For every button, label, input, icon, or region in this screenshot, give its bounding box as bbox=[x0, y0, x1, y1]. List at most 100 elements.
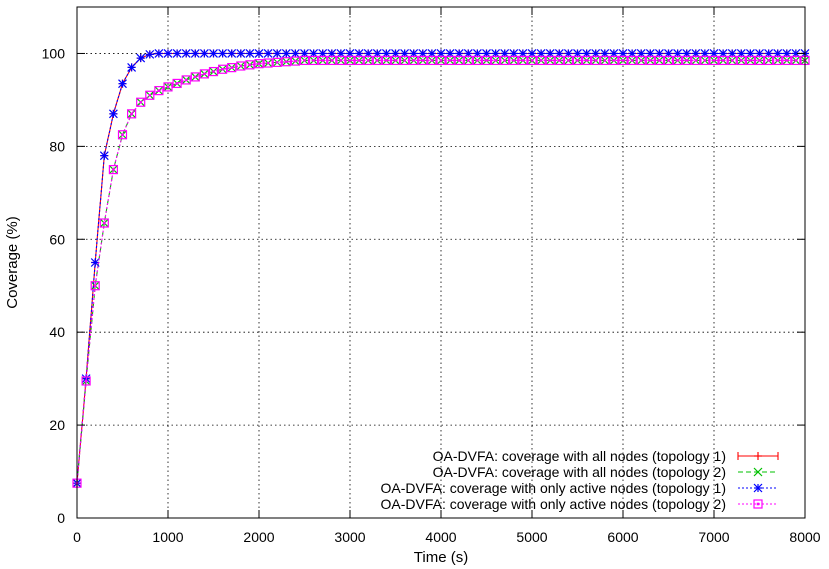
data-point bbox=[409, 55, 419, 66]
data-point bbox=[691, 55, 701, 66]
data-point bbox=[518, 55, 528, 66]
data-point bbox=[554, 55, 564, 66]
data-point bbox=[372, 55, 382, 66]
data-point bbox=[773, 55, 783, 66]
data-point bbox=[281, 57, 291, 67]
data-point bbox=[81, 376, 91, 386]
y-tick-label: 0 bbox=[57, 510, 65, 526]
data-point bbox=[154, 49, 164, 58]
data-point bbox=[209, 49, 218, 58]
data-point bbox=[791, 55, 801, 66]
series-line bbox=[76, 59, 805, 484]
data-point bbox=[199, 49, 209, 58]
data-point bbox=[190, 49, 200, 58]
y-tick-label: 80 bbox=[49, 138, 65, 154]
data-point bbox=[199, 69, 209, 79]
series-2 bbox=[72, 55, 810, 488]
data-point bbox=[108, 109, 118, 119]
x-tick-label: 2000 bbox=[243, 529, 274, 545]
legend-swatch-marker bbox=[753, 499, 763, 509]
data-point bbox=[309, 55, 319, 66]
series-4 bbox=[72, 55, 810, 488]
legend-label: OA-DVFA: coverage with all nodes (topolo… bbox=[433, 464, 726, 480]
data-point bbox=[463, 55, 473, 66]
data-point bbox=[563, 55, 574, 66]
data-point bbox=[491, 55, 501, 66]
data-point bbox=[318, 55, 328, 66]
x-tick-label: 5000 bbox=[516, 529, 547, 545]
data-point bbox=[145, 49, 155, 59]
data-point bbox=[245, 60, 255, 70]
series-layer bbox=[72, 49, 810, 488]
data-point bbox=[208, 66, 219, 77]
data-point bbox=[290, 56, 300, 66]
y-axis-title: Coverage (%) bbox=[4, 216, 21, 309]
data-point bbox=[500, 55, 510, 66]
x-tick-label: 1000 bbox=[152, 529, 183, 545]
x-tick-label: 6000 bbox=[607, 529, 638, 545]
data-point bbox=[108, 164, 119, 175]
x-axis-title: Time (s) bbox=[414, 549, 468, 566]
data-point bbox=[400, 55, 410, 66]
data-point bbox=[218, 49, 228, 58]
data-point bbox=[181, 75, 191, 85]
data-point bbox=[181, 49, 191, 58]
data-point bbox=[609, 55, 619, 66]
data-point bbox=[172, 78, 182, 89]
data-point bbox=[236, 61, 246, 71]
data-point bbox=[727, 55, 737, 66]
data-point bbox=[254, 59, 264, 69]
data-point bbox=[427, 55, 437, 66]
data-point bbox=[545, 55, 555, 66]
data-point bbox=[245, 49, 255, 58]
data-point bbox=[345, 55, 355, 66]
data-point bbox=[254, 49, 264, 58]
data-point bbox=[354, 55, 364, 66]
x-tick-label: 4000 bbox=[425, 529, 456, 545]
y-tick-label: 40 bbox=[49, 324, 65, 340]
x-tick-label: 3000 bbox=[334, 529, 365, 545]
legend-swatch-marker bbox=[754, 452, 762, 460]
data-point bbox=[481, 55, 492, 66]
data-point bbox=[527, 55, 537, 66]
legend-swatch-marker bbox=[753, 483, 763, 493]
data-point bbox=[600, 55, 610, 66]
data-point bbox=[363, 55, 373, 66]
legend-item: OA-DVFA: coverage with only active nodes… bbox=[380, 480, 778, 496]
data-point bbox=[736, 55, 746, 66]
data-point bbox=[99, 218, 109, 228]
data-point bbox=[126, 109, 137, 119]
data-point bbox=[136, 53, 146, 63]
data-point bbox=[754, 55, 765, 66]
data-point bbox=[654, 55, 665, 66]
data-point bbox=[381, 55, 391, 66]
data-point bbox=[745, 55, 756, 66]
data-point bbox=[299, 55, 310, 66]
data-point bbox=[618, 55, 628, 66]
data-point bbox=[90, 258, 100, 267]
data-point bbox=[236, 49, 246, 58]
data-point bbox=[127, 62, 137, 72]
data-point bbox=[118, 79, 127, 89]
data-point bbox=[218, 64, 228, 74]
data-point bbox=[572, 55, 583, 66]
x-tick-label: 8000 bbox=[789, 529, 820, 545]
data-point bbox=[163, 49, 173, 58]
y-tick-label: 60 bbox=[49, 231, 65, 247]
data-point bbox=[581, 55, 592, 66]
data-point bbox=[591, 55, 601, 66]
data-point bbox=[163, 82, 173, 92]
data-point bbox=[172, 49, 182, 58]
data-point bbox=[472, 55, 482, 66]
data-point bbox=[782, 55, 792, 66]
data-point bbox=[390, 55, 401, 66]
data-point bbox=[445, 55, 455, 66]
data-point bbox=[90, 281, 100, 291]
data-point bbox=[336, 55, 346, 66]
y-tick-label: 20 bbox=[49, 417, 65, 433]
legend-item: OA-DVFA: coverage with all nodes (topolo… bbox=[433, 464, 778, 480]
x-tick-label: 0 bbox=[73, 529, 81, 545]
data-point bbox=[645, 55, 655, 66]
y-tick-label: 100 bbox=[42, 45, 66, 61]
data-point bbox=[418, 55, 428, 66]
